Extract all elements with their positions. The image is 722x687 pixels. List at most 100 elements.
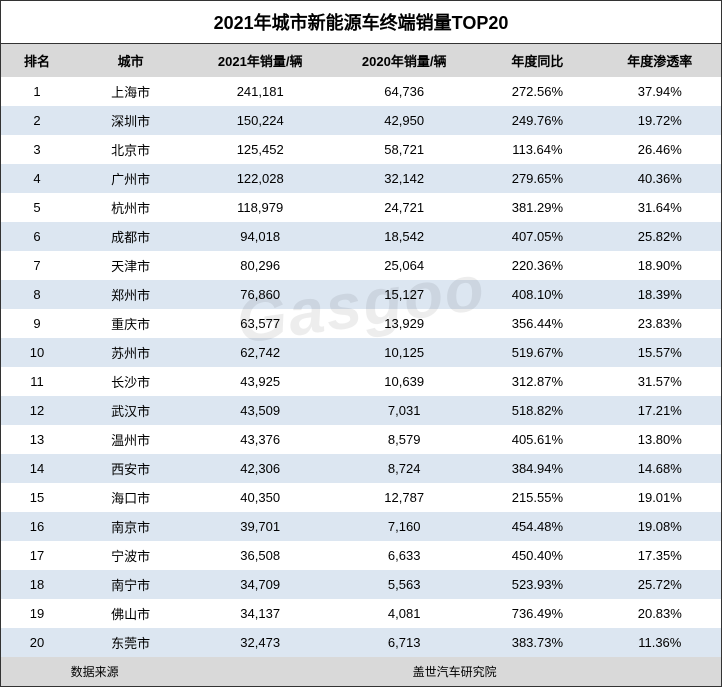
cell-rank: 18 bbox=[1, 570, 73, 599]
table-row: 15海口市40,35012,787215.55%19.01% bbox=[1, 483, 721, 512]
table-row: 1上海市241,18164,736272.56%37.94% bbox=[1, 77, 721, 106]
table-body: 1上海市241,18164,736272.56%37.94%2深圳市150,22… bbox=[1, 77, 721, 657]
cell-yoy: 312.87% bbox=[476, 367, 598, 396]
cell-pen: 37.94% bbox=[599, 77, 721, 106]
cell-s2021: 34,709 bbox=[188, 570, 332, 599]
cell-pen: 25.72% bbox=[599, 570, 721, 599]
cell-s2021: 43,509 bbox=[188, 396, 332, 425]
cell-yoy: 384.94% bbox=[476, 454, 598, 483]
cell-rank: 11 bbox=[1, 367, 73, 396]
cell-pen: 40.36% bbox=[599, 164, 721, 193]
cell-pen: 18.90% bbox=[599, 251, 721, 280]
cell-rank: 4 bbox=[1, 164, 73, 193]
cell-pen: 17.35% bbox=[599, 541, 721, 570]
table-row: 16南京市39,7017,160454.48%19.08% bbox=[1, 512, 721, 541]
cell-s2020: 25,064 bbox=[332, 251, 476, 280]
cell-rank: 2 bbox=[1, 106, 73, 135]
cell-s2021: 125,452 bbox=[188, 135, 332, 164]
footer-label: 数据来源 bbox=[1, 657, 188, 686]
cell-s2020: 24,721 bbox=[332, 193, 476, 222]
cell-s2020: 6,713 bbox=[332, 628, 476, 657]
table-row: 12武汉市43,5097,031518.82%17.21% bbox=[1, 396, 721, 425]
cell-s2021: 43,376 bbox=[188, 425, 332, 454]
cell-rank: 19 bbox=[1, 599, 73, 628]
table-row: 3北京市125,45258,721113.64%26.46% bbox=[1, 135, 721, 164]
cell-pen: 15.57% bbox=[599, 338, 721, 367]
cell-pen: 31.57% bbox=[599, 367, 721, 396]
cell-yoy: 519.67% bbox=[476, 338, 598, 367]
cell-city: 广州市 bbox=[73, 164, 188, 193]
table-row: 19佛山市34,1374,081736.49%20.83% bbox=[1, 599, 721, 628]
cell-rank: 7 bbox=[1, 251, 73, 280]
cell-s2020: 64,736 bbox=[332, 77, 476, 106]
col-header-pen: 年度渗透率 bbox=[599, 44, 721, 77]
table-row: 8郑州市76,86015,127408.10%18.39% bbox=[1, 280, 721, 309]
cell-city: 温州市 bbox=[73, 425, 188, 454]
cell-pen: 31.64% bbox=[599, 193, 721, 222]
cell-rank: 14 bbox=[1, 454, 73, 483]
cell-rank: 8 bbox=[1, 280, 73, 309]
table-row: 11长沙市43,92510,639312.87%31.57% bbox=[1, 367, 721, 396]
cell-city: 深圳市 bbox=[73, 106, 188, 135]
cell-rank: 5 bbox=[1, 193, 73, 222]
table-row: 7天津市80,29625,064220.36%18.90% bbox=[1, 251, 721, 280]
cell-s2021: 122,028 bbox=[188, 164, 332, 193]
cell-yoy: 279.65% bbox=[476, 164, 598, 193]
cell-city: 杭州市 bbox=[73, 193, 188, 222]
cell-city: 东莞市 bbox=[73, 628, 188, 657]
cell-pen: 26.46% bbox=[599, 135, 721, 164]
cell-rank: 1 bbox=[1, 77, 73, 106]
footer-row: 数据来源 盖世汽车研究院 bbox=[1, 657, 721, 686]
cell-s2021: 94,018 bbox=[188, 222, 332, 251]
table-row: 18南宁市34,7095,563523.93%25.72% bbox=[1, 570, 721, 599]
cell-yoy: 408.10% bbox=[476, 280, 598, 309]
cell-s2021: 42,306 bbox=[188, 454, 332, 483]
cell-yoy: 454.48% bbox=[476, 512, 598, 541]
cell-pen: 23.83% bbox=[599, 309, 721, 338]
cell-s2021: 39,701 bbox=[188, 512, 332, 541]
table-title: 2021年城市新能源车终端销量TOP20 bbox=[1, 1, 721, 44]
cell-yoy: 356.44% bbox=[476, 309, 598, 338]
footer-source: 盖世汽车研究院 bbox=[188, 657, 721, 686]
cell-city: 宁波市 bbox=[73, 541, 188, 570]
cell-s2021: 150,224 bbox=[188, 106, 332, 135]
table-row: 10苏州市62,74210,125519.67%15.57% bbox=[1, 338, 721, 367]
cell-city: 上海市 bbox=[73, 77, 188, 106]
cell-yoy: 736.49% bbox=[476, 599, 598, 628]
cell-s2021: 40,350 bbox=[188, 483, 332, 512]
cell-s2020: 6,633 bbox=[332, 541, 476, 570]
col-header-city: 城市 bbox=[73, 44, 188, 77]
cell-pen: 25.82% bbox=[599, 222, 721, 251]
cell-yoy: 272.56% bbox=[476, 77, 598, 106]
cell-yoy: 407.05% bbox=[476, 222, 598, 251]
cell-s2021: 76,860 bbox=[188, 280, 332, 309]
table-row: 17宁波市36,5086,633450.40%17.35% bbox=[1, 541, 721, 570]
cell-yoy: 405.61% bbox=[476, 425, 598, 454]
cell-yoy: 518.82% bbox=[476, 396, 598, 425]
cell-pen: 13.80% bbox=[599, 425, 721, 454]
cell-rank: 16 bbox=[1, 512, 73, 541]
cell-s2021: 62,742 bbox=[188, 338, 332, 367]
cell-yoy: 381.29% bbox=[476, 193, 598, 222]
cell-yoy: 450.40% bbox=[476, 541, 598, 570]
cell-s2020: 8,579 bbox=[332, 425, 476, 454]
cell-city: 郑州市 bbox=[73, 280, 188, 309]
cell-pen: 11.36% bbox=[599, 628, 721, 657]
cell-s2020: 15,127 bbox=[332, 280, 476, 309]
cell-rank: 15 bbox=[1, 483, 73, 512]
cell-s2020: 7,031 bbox=[332, 396, 476, 425]
cell-rank: 10 bbox=[1, 338, 73, 367]
cell-s2021: 34,137 bbox=[188, 599, 332, 628]
table-row: 9重庆市63,57713,929356.44%23.83% bbox=[1, 309, 721, 338]
cell-rank: 20 bbox=[1, 628, 73, 657]
cell-pen: 14.68% bbox=[599, 454, 721, 483]
cell-s2021: 36,508 bbox=[188, 541, 332, 570]
cell-s2020: 8,724 bbox=[332, 454, 476, 483]
cell-s2021: 32,473 bbox=[188, 628, 332, 657]
col-header-yoy: 年度同比 bbox=[476, 44, 598, 77]
cell-rank: 12 bbox=[1, 396, 73, 425]
cell-s2021: 43,925 bbox=[188, 367, 332, 396]
cell-city: 武汉市 bbox=[73, 396, 188, 425]
cell-s2021: 80,296 bbox=[188, 251, 332, 280]
cell-city: 成都市 bbox=[73, 222, 188, 251]
